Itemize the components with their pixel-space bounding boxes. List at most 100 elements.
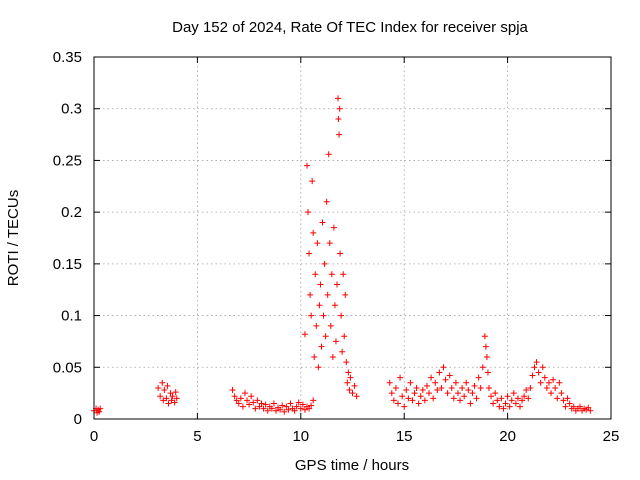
data-point: [291, 407, 298, 414]
data-point: [566, 400, 573, 407]
data-point: [311, 353, 318, 360]
data-point: [585, 404, 592, 411]
data-point: [305, 209, 312, 216]
data-point: [554, 395, 561, 402]
data-point: [323, 198, 330, 205]
data-point: [483, 353, 490, 360]
data-point: [521, 393, 528, 400]
data-point: [388, 390, 395, 397]
data-point: [308, 312, 315, 319]
data-point: [543, 384, 550, 391]
data-point: [336, 131, 343, 138]
data-point: [548, 390, 555, 397]
data-point: [446, 372, 453, 379]
data-point: [413, 384, 420, 391]
data-point: [172, 389, 179, 396]
data-point: [301, 331, 308, 338]
data-point: [309, 178, 316, 185]
data-point: [411, 390, 418, 397]
data-point: [481, 333, 488, 340]
x-tick-label: 5: [193, 428, 201, 445]
data-point: [229, 387, 236, 394]
data-point: [258, 400, 265, 407]
data-point: [541, 374, 548, 381]
data-point: [161, 387, 168, 394]
data-point: [173, 395, 180, 402]
data-point: [344, 379, 351, 386]
data-point: [394, 400, 401, 407]
data-point: [475, 374, 482, 381]
axis-ticks: [93, 56, 612, 420]
data-point: [477, 384, 484, 391]
data-point: [444, 390, 451, 397]
data-point: [517, 403, 524, 410]
data-point: [539, 364, 546, 371]
data-point: [457, 397, 464, 404]
data-points: [91, 95, 594, 416]
data-point: [484, 369, 491, 376]
data-point: [525, 395, 532, 402]
data-point: [307, 291, 314, 298]
data-point: [248, 393, 255, 400]
data-point: [442, 376, 449, 383]
data-point: [337, 250, 344, 257]
data-point: [250, 399, 257, 406]
data-point: [330, 224, 337, 231]
data-point: [345, 369, 352, 376]
tick-labels: 0 5 10 15 20 25 0 0.05 0.1 0.15 0.2 0.25 0.3 0.35: [53, 49, 620, 445]
data-point: [326, 240, 333, 247]
data-point: [471, 382, 478, 389]
data-point: [576, 403, 583, 410]
data-point: [287, 400, 294, 407]
data-point: [531, 364, 538, 371]
data-point: [545, 379, 552, 386]
data-point: [488, 393, 495, 400]
data-point: [434, 387, 441, 394]
data-point: [277, 406, 284, 413]
data-point: [314, 240, 321, 247]
data-point: [428, 374, 435, 381]
data-point: [537, 379, 544, 386]
data-point: [399, 393, 406, 400]
data-point: [268, 405, 275, 412]
data-point: [327, 322, 334, 329]
data-point: [510, 390, 517, 397]
data-point: [482, 343, 489, 350]
data-point: [407, 379, 414, 386]
data-point: [504, 393, 511, 400]
data-point: [519, 397, 526, 404]
data-point: [295, 399, 302, 406]
x-tick-label: 25: [603, 428, 620, 445]
y-tick-label: 0.25: [53, 152, 82, 169]
x-tick-label: 10: [292, 428, 309, 445]
data-point: [313, 322, 320, 329]
data-point: [333, 281, 340, 288]
data-point: [310, 397, 317, 404]
data-point: [316, 302, 323, 309]
data-point: [235, 400, 242, 407]
data-point: [465, 387, 472, 394]
data-point: [283, 403, 290, 410]
data-point: [322, 333, 329, 340]
data-point: [260, 405, 267, 412]
data-point: [438, 384, 445, 391]
y-tick-label: 0.3: [61, 101, 82, 118]
data-point: [272, 407, 279, 414]
chart-title: Day 152 of 2024, Rate Of TEC Index for r…: [172, 19, 528, 36]
data-point: [252, 405, 259, 412]
data-point: [306, 250, 313, 257]
data-point: [306, 405, 313, 412]
data-point: [308, 402, 315, 409]
data-point: [262, 401, 269, 408]
data-point: [301, 406, 308, 413]
plot-frame: [93, 56, 612, 420]
data-point: [155, 384, 162, 391]
data-point: [160, 397, 167, 404]
y-axis-label: ROTI / TECUs: [5, 190, 22, 286]
data-point: [331, 302, 338, 309]
y-tick-label: 0: [74, 411, 82, 428]
x-tick-label: 0: [90, 428, 98, 445]
data-point: [529, 372, 536, 379]
data-point: [467, 400, 474, 407]
